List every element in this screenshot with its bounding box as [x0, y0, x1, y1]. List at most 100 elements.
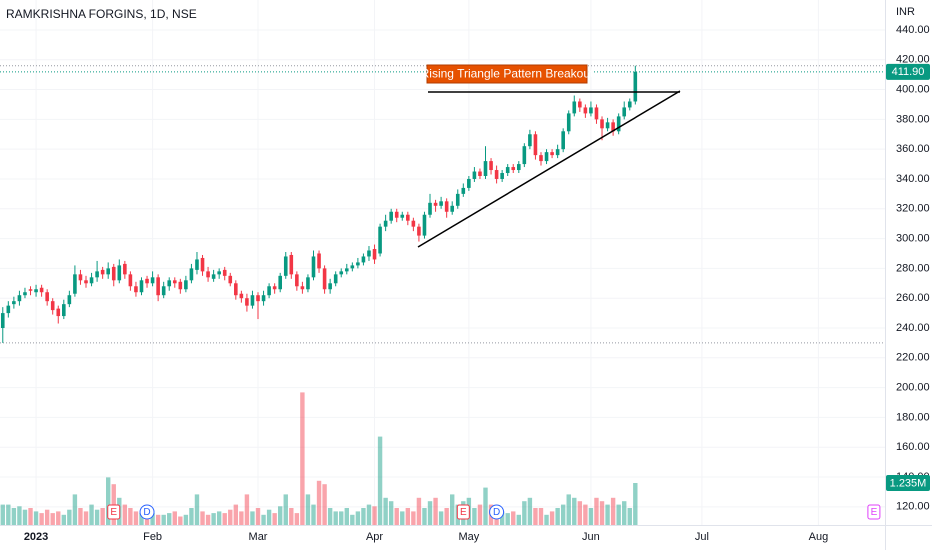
candle-body — [56, 308, 61, 317]
x-tick-label: Aug — [809, 531, 829, 543]
volume-bar — [588, 508, 594, 525]
x-tick-label: Jun — [582, 531, 600, 543]
event-label: D — [493, 507, 500, 518]
volume-bar — [400, 511, 405, 525]
candle-body — [411, 220, 416, 227]
volume-bar — [222, 513, 227, 525]
annotation-box — [426, 64, 588, 84]
event-marker — [867, 504, 881, 520]
y-tick-label: 260.00 — [896, 292, 930, 304]
candle-body — [461, 187, 466, 194]
volume-bar — [350, 514, 355, 525]
candles — [0, 65, 638, 343]
volume-bar — [305, 494, 311, 525]
volume-bar — [294, 513, 300, 525]
y-tick-label: 200.00 — [896, 382, 930, 394]
volume-bar — [167, 513, 172, 525]
candle-body — [34, 289, 38, 293]
annotation-text: Rising Triangle Pattern Breakout — [421, 67, 594, 81]
candle-body — [156, 277, 160, 296]
candle-body — [528, 134, 532, 147]
candle-body — [516, 164, 521, 171]
candle-body — [505, 167, 510, 174]
candle-body — [544, 152, 549, 162]
candle-body — [350, 265, 355, 269]
candle-body — [272, 286, 277, 290]
candle-body — [123, 263, 127, 275]
candle-body — [539, 155, 543, 162]
volume-bar — [28, 508, 33, 525]
volume-bar — [577, 501, 583, 525]
candle-body — [417, 226, 421, 236]
volume-bar — [172, 511, 177, 525]
y-tick-label: 360.00 — [896, 143, 930, 155]
volume-bar — [511, 511, 516, 525]
candle-body — [145, 278, 149, 284]
candle-body — [566, 113, 571, 132]
volume-bar — [372, 506, 377, 525]
volume-bar — [250, 511, 255, 525]
y-tick-label: 340.00 — [896, 173, 930, 185]
volume-bar — [422, 508, 427, 525]
candle-body — [339, 271, 344, 275]
trend-line — [417, 90, 681, 248]
volume-bar — [599, 501, 605, 525]
volume-bar — [544, 514, 549, 525]
candle-body — [455, 193, 460, 206]
volume-bar — [205, 514, 211, 525]
volume-bar — [527, 497, 533, 525]
x-tick-label: 2023 — [24, 531, 48, 543]
volume-bar — [150, 513, 155, 525]
volume-bar — [572, 497, 577, 525]
candle-body — [344, 268, 349, 272]
candle-body — [428, 202, 432, 215]
volume-bar — [233, 504, 239, 525]
volume-bar — [128, 508, 133, 525]
volume-bar — [394, 508, 399, 525]
candle-body — [611, 122, 615, 132]
candle-body — [28, 289, 33, 291]
volume-bar — [555, 508, 560, 525]
candle-body — [511, 167, 516, 171]
candle-body — [583, 107, 588, 114]
volume-bar — [594, 497, 599, 525]
volume-bar — [327, 508, 333, 525]
candle-body — [106, 268, 110, 275]
volume-bar — [450, 494, 455, 525]
candle-body — [150, 277, 155, 284]
volume-bar — [100, 508, 105, 525]
volume-bar — [483, 487, 488, 525]
volume-bar — [311, 504, 316, 525]
candle-body — [250, 295, 255, 306]
candle-body — [489, 161, 493, 171]
volume-bar — [94, 509, 100, 525]
volume-bar — [438, 511, 444, 525]
last-price-badge — [886, 63, 930, 80]
volume-bar — [44, 509, 50, 525]
volume-bar — [333, 511, 338, 525]
drawings: Rising Triangle Pattern Breakout — [417, 64, 681, 248]
candle-body — [389, 211, 393, 221]
last-volume-badge — [886, 475, 930, 492]
candle-body — [278, 275, 283, 290]
volume-bar — [361, 508, 366, 525]
volume-bar — [605, 504, 610, 525]
candle-body — [195, 259, 199, 270]
volume-bar — [200, 511, 205, 525]
candle-body — [0, 313, 5, 328]
candle-body — [444, 201, 449, 212]
volume-bar — [533, 508, 538, 525]
volume-bar — [33, 511, 39, 525]
volume-bar — [67, 509, 72, 525]
candle-body — [306, 277, 310, 290]
volume-bar — [255, 508, 261, 525]
volume-bar — [272, 513, 277, 525]
candle-body — [550, 152, 554, 156]
candle-body — [184, 280, 188, 290]
volume-bar — [522, 501, 527, 525]
candle-body — [89, 277, 94, 284]
volume-bar — [583, 504, 588, 525]
y-tick-label: 300.00 — [896, 232, 930, 244]
volume-bar — [383, 497, 388, 525]
candle-body — [95, 271, 99, 278]
